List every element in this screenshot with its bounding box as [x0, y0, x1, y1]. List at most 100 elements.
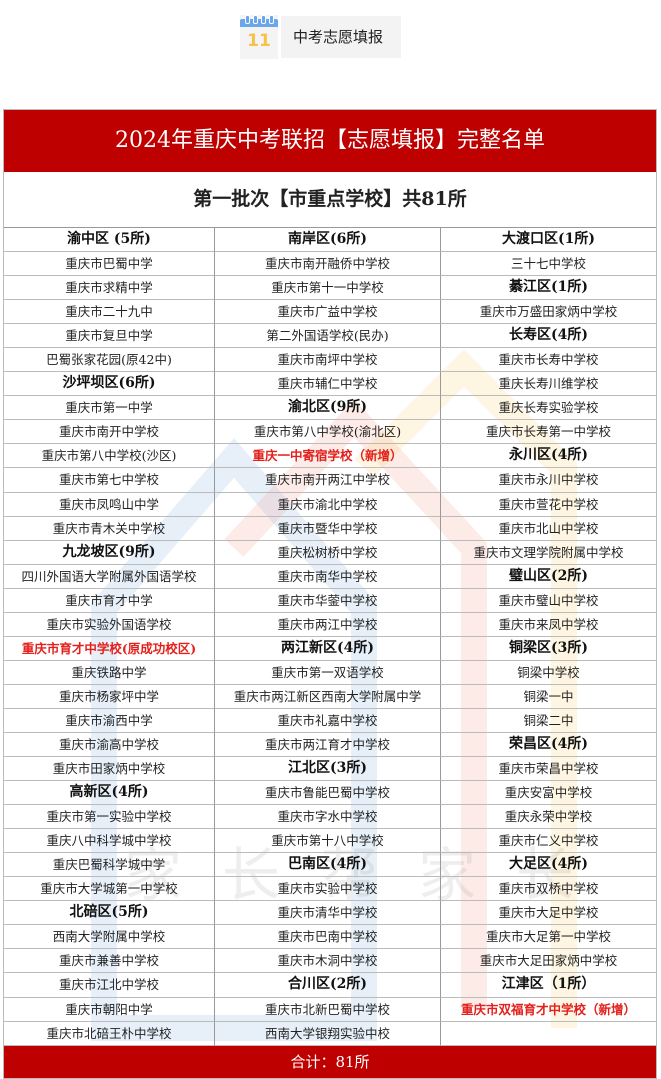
school-cell: 重庆安富中学校 — [441, 781, 656, 806]
district-header: 渝中区 (5所) — [4, 228, 215, 253]
school-cell: 重庆市第十一中学校 — [215, 276, 441, 301]
school-cell: 重庆市兼善中学校 — [4, 949, 215, 974]
school-cell: 西南大学附属中学校 — [4, 925, 215, 950]
school-cell: 重庆市第八中学校(渝北区) — [215, 420, 441, 445]
table-subtitle: 第一批次【市重点学校】共81所 — [4, 172, 656, 228]
school-cell: 四川外国语大学附属外国语学校 — [4, 564, 215, 589]
school-cell: 重庆一中寄宿学校（新增） — [215, 444, 441, 469]
district-header: 永川区(4所) — [441, 444, 656, 469]
school-cell: 重庆市第十八中学校 — [215, 829, 441, 854]
school-cell: 重庆市木洞中学校 — [215, 949, 441, 974]
table-title: 2024年重庆中考联招【志愿填报】完整名单 — [4, 110, 656, 172]
school-cell: 重庆市渝西中学 — [4, 708, 215, 733]
school-cell: 重庆市北碚王朴中学校 — [4, 1021, 215, 1046]
school-cell: 重庆市字水中学校 — [215, 805, 441, 830]
school-cell: 重庆市巴蜀中学 — [4, 252, 215, 277]
school-cell: 重庆市暨华中学校 — [215, 516, 441, 541]
school-cell: 重庆市育才中学 — [4, 588, 215, 613]
school-cell: 重庆市华蓥中学校 — [215, 588, 441, 613]
district-header: 江北区(3所) — [215, 757, 441, 782]
school-cell: 重庆市大学城第一中学校 — [4, 877, 215, 902]
school-cell: 重庆市北新巴蜀中学校 — [215, 997, 441, 1022]
school-cell: 重庆市北山中学校 — [441, 517, 656, 541]
school-cell: 重庆市大足田家炳中学校 — [441, 949, 656, 974]
school-cell: 重庆市江北中学校 — [4, 973, 215, 998]
school-list-table: 2024年重庆中考联招【志愿填报】完整名单 第一批次【市重点学校】共81所 家长… — [3, 109, 657, 1079]
school-cell: 重庆市辅仁中学校 — [215, 372, 441, 397]
school-cell: 第二外国语学校(民办) — [215, 324, 441, 349]
school-cell: 重庆市萱花中学校 — [441, 493, 656, 517]
school-cell: 重庆市来凤中学校 — [441, 613, 656, 637]
district-header: 铜梁区(3所) — [441, 637, 656, 661]
district-header: 南岸区(6所) — [215, 228, 441, 253]
article-badge: 11 中考志愿填报 — [240, 14, 402, 60]
school-cell: 重庆市两江新区西南大学附属中学 — [215, 684, 441, 709]
school-cell: 重庆八中科学城中学校 — [4, 829, 215, 854]
district-header: 巴南区(4所) — [215, 853, 441, 878]
district-header: 长寿区(4所) — [441, 324, 656, 349]
school-cell: 重庆市南坪中学校 — [215, 348, 441, 373]
school-cell: 重庆市渝北中学校 — [215, 492, 441, 517]
school-cell: 重庆市第一中学 — [4, 396, 215, 421]
school-cell: 重庆永荣中学校 — [441, 805, 656, 830]
district-header: 江津区（1所） — [441, 973, 656, 998]
district-header: 北碚区(5所) — [4, 901, 215, 926]
school-cell: 重庆市实验外国语学校 — [4, 612, 215, 637]
school-cell: 重庆市求精中学 — [4, 276, 215, 301]
school-cell: 重庆市荣昌中学校 — [441, 757, 656, 782]
school-cell: 重庆市大足第一中学校 — [441, 925, 656, 950]
empty-cell — [441, 1022, 656, 1046]
calendar-day: 11 — [247, 31, 271, 51]
school-cell: 重庆市青木关中学校 — [4, 516, 215, 541]
school-cell: 重庆长寿川维学校 — [441, 372, 656, 397]
school-cell: 重庆市两江中学校 — [215, 612, 441, 637]
school-cell: 重庆铁路中学 — [4, 660, 215, 685]
school-cell: 重庆松树桥中学校 — [215, 540, 441, 565]
school-cell: 重庆市育才中学校(原成功校区) — [4, 636, 215, 661]
school-cell: 重庆市永川中学校 — [441, 468, 656, 493]
badge-label: 中考志愿填报 — [281, 16, 402, 58]
school-cell: 重庆市田家炳中学校 — [4, 757, 215, 782]
district-header: 九龙坡区(9所) — [4, 540, 215, 565]
district-header: 璧山区(2所) — [441, 565, 656, 589]
school-cell: 重庆市璧山中学校 — [441, 589, 656, 613]
school-cell: 重庆市第八中学校(沙区) — [4, 444, 215, 469]
school-cell: 重庆市两江育才中学校 — [215, 732, 441, 758]
school-cell: 重庆市南开中学校 — [4, 420, 215, 445]
school-cell: 重庆市双福育才中学校（新增） — [441, 998, 656, 1022]
school-cell: 重庆巴蜀科学城中学 — [4, 853, 215, 878]
school-cell: 重庆市万盛田家炳中学校 — [441, 300, 656, 325]
school-cell: 重庆市实验中学校 — [215, 877, 441, 902]
school-cell: 重庆市朝阳中学 — [4, 997, 215, 1022]
district-header: 大足区(4所) — [441, 853, 656, 878]
school-cell: 重庆市礼嘉中学校 — [215, 708, 441, 733]
school-cell: 重庆市二十九中 — [4, 300, 215, 325]
school-cell: 重庆市广益中学校 — [215, 300, 441, 325]
school-cell: 铜梁中学校 — [441, 661, 656, 685]
school-cell: 重庆市大足中学校 — [441, 901, 656, 926]
district-header: 荣昌区(4所) — [441, 733, 656, 758]
school-cell: 三十七中学校 — [441, 252, 656, 277]
school-cell: 重庆市长寿中学校 — [441, 348, 656, 373]
school-cell: 重庆市仁义中学校 — [441, 829, 656, 854]
school-cell: 重庆市双桥中学校 — [441, 877, 656, 902]
district-header: 綦江区(1所) — [441, 276, 656, 301]
school-cell: 重庆市长寿第一中学校 — [441, 420, 656, 445]
district-header: 高新区(4所) — [4, 781, 215, 806]
school-cell: 重庆市南开融侨中学校 — [215, 252, 441, 277]
school-cell: 重庆市清华中学校 — [215, 901, 441, 926]
school-cell: 重庆市文理学院附属中学校 — [441, 541, 656, 565]
district-header: 两江新区(4所) — [215, 636, 441, 661]
school-cell: 重庆市巴南中学校 — [215, 925, 441, 950]
school-cell: 重庆市第七中学校 — [4, 468, 215, 493]
school-cell: 重庆市复旦中学 — [4, 324, 215, 349]
school-cell: 重庆市第一实验中学校 — [4, 805, 215, 830]
school-cell: 重庆市凤鸣山中学 — [4, 492, 215, 517]
district-header: 渝北区(9所) — [215, 396, 441, 421]
school-grid: 家长帮家长 渝中区 (5所) 南岸区(6所) 大渡口区(1所) 重庆市巴蜀中学 重庆市南… — [4, 228, 656, 1046]
school-cell: 重庆市南开两江中学校 — [215, 468, 441, 493]
district-header: 大渡口区(1所) — [441, 228, 656, 253]
calendar-icon: 11 — [240, 15, 278, 59]
district-header: 合川区(2所) — [215, 973, 441, 998]
school-cell: 重庆市渝高中学校 — [4, 732, 215, 758]
